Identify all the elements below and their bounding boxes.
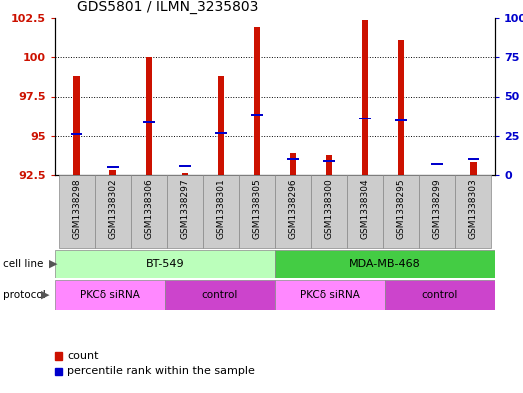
Text: percentile rank within the sample: percentile rank within the sample: [67, 367, 255, 376]
Bar: [167, 175, 203, 248]
Bar: [419, 175, 456, 248]
Bar: [287, 158, 299, 160]
Bar: [218, 76, 224, 175]
Bar: [181, 173, 188, 175]
Bar: [71, 133, 83, 135]
Bar: [290, 153, 296, 175]
Bar: [326, 154, 332, 175]
Bar: [254, 28, 260, 175]
Bar: [359, 118, 371, 119]
Bar: [383, 175, 419, 248]
Bar: [431, 163, 443, 165]
Bar: [468, 158, 479, 160]
Text: GSM1338304: GSM1338304: [361, 179, 370, 239]
Text: control: control: [422, 290, 458, 300]
Text: GSM1338305: GSM1338305: [253, 179, 262, 239]
Bar: [95, 175, 131, 248]
Text: GSM1338297: GSM1338297: [180, 179, 189, 239]
Bar: [55, 368, 62, 375]
Bar: [470, 162, 476, 175]
Bar: [395, 119, 407, 121]
Text: GSM1338301: GSM1338301: [217, 179, 225, 239]
Bar: [239, 175, 275, 248]
Text: GSM1338296: GSM1338296: [289, 179, 298, 239]
Bar: [398, 40, 404, 175]
Bar: [347, 175, 383, 248]
Bar: [59, 175, 95, 248]
Bar: [215, 132, 227, 134]
Bar: [275, 280, 385, 310]
Text: GSM1338298: GSM1338298: [72, 179, 81, 239]
Text: GSM1338302: GSM1338302: [108, 179, 117, 239]
Bar: [203, 175, 239, 248]
Text: BT-549: BT-549: [146, 259, 184, 269]
Text: PKCδ siRNA: PKCδ siRNA: [300, 290, 360, 300]
Bar: [311, 175, 347, 248]
Text: GSM1338299: GSM1338299: [433, 179, 442, 239]
Text: GSM1338306: GSM1338306: [144, 179, 153, 239]
Text: PKCδ siRNA: PKCδ siRNA: [80, 290, 140, 300]
Text: protocol: protocol: [3, 290, 46, 300]
Text: ▶: ▶: [41, 290, 49, 300]
Bar: [131, 175, 167, 248]
Bar: [385, 280, 495, 310]
Bar: [179, 165, 191, 167]
Text: GSM1338303: GSM1338303: [469, 179, 478, 239]
Bar: [55, 280, 165, 310]
Bar: [73, 76, 80, 175]
Bar: [251, 114, 263, 116]
Text: ▶: ▶: [49, 259, 57, 269]
Bar: [109, 170, 116, 175]
Bar: [55, 250, 275, 278]
Text: control: control: [202, 290, 238, 300]
Text: MDA-MB-468: MDA-MB-468: [349, 259, 421, 269]
Bar: [323, 160, 335, 162]
Text: count: count: [67, 351, 98, 361]
Bar: [275, 175, 311, 248]
Bar: [143, 121, 155, 123]
Text: GSM1338295: GSM1338295: [397, 179, 406, 239]
Text: cell line: cell line: [3, 259, 43, 269]
Bar: [107, 166, 119, 168]
Bar: [456, 175, 492, 248]
Bar: [55, 352, 62, 360]
Text: GSM1338300: GSM1338300: [325, 179, 334, 239]
Bar: [145, 57, 152, 175]
Text: GDS5801 / ILMN_3235803: GDS5801 / ILMN_3235803: [77, 0, 258, 14]
Bar: [165, 280, 275, 310]
Bar: [362, 20, 368, 175]
Bar: [275, 250, 495, 278]
